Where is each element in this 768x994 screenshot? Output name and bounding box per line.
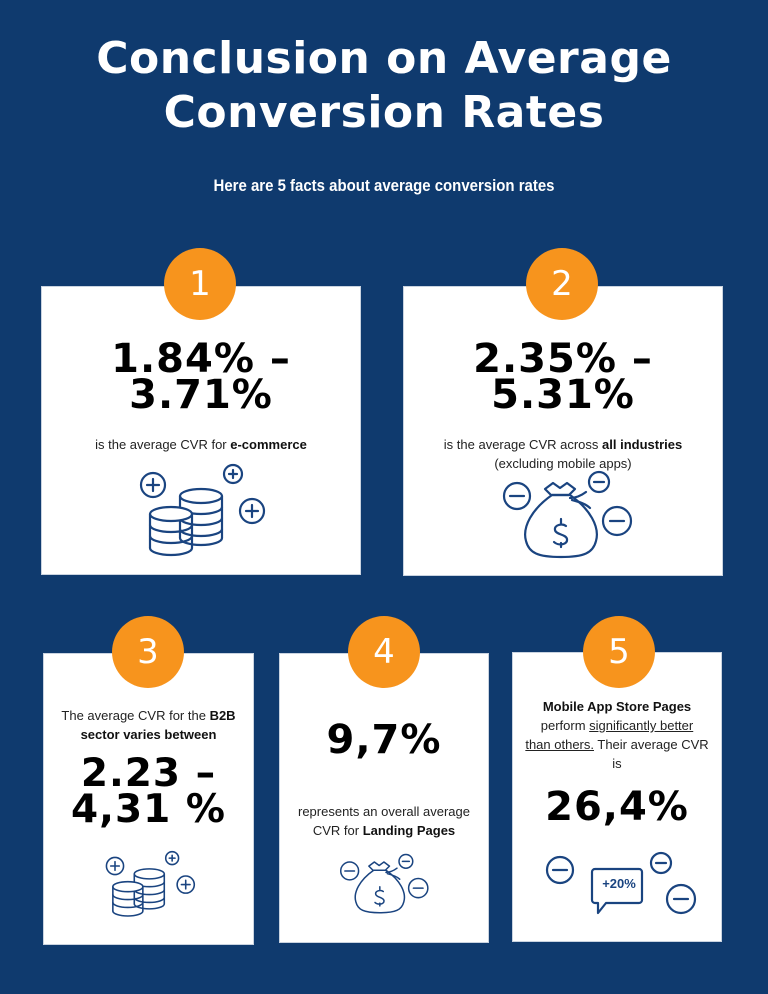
fact-3-value: 2.23 – 4,31 %: [44, 751, 253, 832]
money-bag-minus-icon: [339, 853, 429, 914]
fact-2-description: is the average CVR across all industries…: [443, 437, 683, 471]
page-subtitle: Here are 5 facts about average conversio…: [213, 176, 555, 195]
fact-2-value-line-2: 5.31%: [491, 372, 635, 418]
fact-4-description: represents an overall average CVR for La…: [298, 804, 470, 838]
fact-1-badge: 1: [164, 248, 236, 320]
minus-circles-icon: [545, 851, 697, 915]
fact-1-description: is the average CVR for e-commerce: [95, 437, 307, 452]
fact-1-value: 1.84% – 3.71%: [42, 336, 360, 418]
fact-1-value-line-1: 1.84% –: [111, 336, 291, 382]
speech-bubble-percent-icon: +20%: [543, 851, 703, 921]
fact-2-value: 2.35% – 5.31%: [404, 336, 722, 418]
title-line-2: Conversion Rates: [163, 87, 605, 138]
fact-5-badge: 5: [583, 616, 655, 688]
fact-3-badge: 3: [112, 616, 184, 688]
fact-5-value: 26,4%: [545, 784, 689, 830]
page-title: Conclusion on Average Conversion Rates: [0, 32, 768, 140]
coins-plus-icon: [139, 463, 266, 557]
money-bag-minus-icon: [502, 470, 633, 559]
fact-card-1: 1.84% – 3.71% is the average CVR for e-c…: [41, 286, 361, 575]
fact-5-intro: Mobile App Store Pages perform significa…: [525, 699, 709, 771]
fact-card-3: The average CVR for the B2B sector varie…: [43, 653, 254, 945]
fact-3-value-line-2: 4,31 %: [71, 787, 226, 832]
coins-plus-icon: [105, 850, 196, 917]
fact-3-intro: The average CVR for the B2B sector varie…: [61, 708, 236, 742]
fact-3-value-line-1: 2.23 –: [80, 751, 217, 796]
fact-card-5: Mobile App Store Pages perform significa…: [512, 652, 722, 942]
fact-card-2: 2.35% – 5.31% is the average CVR across …: [403, 286, 723, 576]
fact-2-value-line-1: 2.35% –: [473, 336, 653, 382]
fact-4-value: 9,7%: [326, 717, 442, 763]
title-line-1: Conclusion on Average: [96, 33, 672, 84]
fact-2-badge: 2: [526, 248, 598, 320]
fact-card-4: 9,7% represents an overall average CVR f…: [279, 653, 489, 943]
fact-4-badge: 4: [348, 616, 420, 688]
fact-1-value-line-2: 3.71%: [129, 372, 273, 418]
bubble-text: +20%: [602, 876, 636, 891]
